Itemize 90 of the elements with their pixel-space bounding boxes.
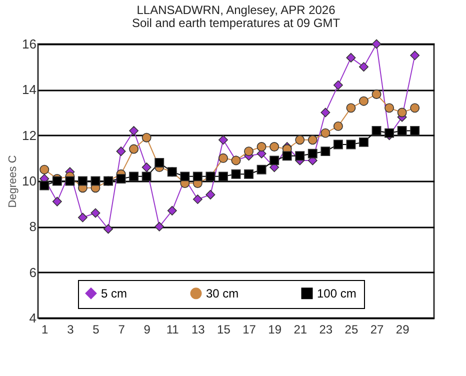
point xyxy=(154,158,164,168)
point xyxy=(129,172,139,182)
y-tick-label: 4 xyxy=(29,310,36,326)
x-tick-label: 7 xyxy=(118,322,126,336)
point xyxy=(65,176,75,186)
point xyxy=(410,126,420,136)
x-tick-label: 15 xyxy=(217,322,231,336)
point xyxy=(40,164,50,174)
point xyxy=(78,176,88,186)
legend-label: 5 cm xyxy=(101,286,128,300)
point xyxy=(410,50,420,60)
point xyxy=(116,146,126,156)
point xyxy=(90,208,100,218)
x-tick-label: 23 xyxy=(319,322,333,336)
point xyxy=(372,126,382,136)
point xyxy=(90,176,100,186)
point xyxy=(270,142,280,152)
point xyxy=(104,224,113,234)
point xyxy=(52,196,62,206)
point xyxy=(333,140,343,150)
x-tick-label: 29 xyxy=(396,322,410,336)
x-tick-label: 1 xyxy=(42,322,49,336)
point xyxy=(192,194,202,204)
point xyxy=(129,126,139,136)
point xyxy=(206,190,216,200)
point xyxy=(154,222,164,232)
chart-subtitle: Soil and earth temperatures at 09 GMT xyxy=(132,16,341,30)
x-tick-label: 11 xyxy=(166,322,180,336)
point xyxy=(129,144,139,154)
x-tick-label: 17 xyxy=(242,322,256,336)
point xyxy=(359,62,368,72)
point xyxy=(308,148,318,158)
point xyxy=(397,108,407,118)
point xyxy=(142,132,152,142)
point xyxy=(346,103,356,113)
point xyxy=(397,126,407,136)
point xyxy=(346,140,356,150)
point xyxy=(320,108,330,118)
y-tick-label: 8 xyxy=(29,219,36,234)
x-tick-label: 3 xyxy=(67,322,74,336)
x-tick-label: 19 xyxy=(268,322,282,336)
point xyxy=(384,103,394,113)
y-tick-label: 14 xyxy=(22,82,36,98)
point xyxy=(256,164,266,174)
point xyxy=(333,121,343,131)
x-tick-label: 25 xyxy=(344,322,358,336)
legend-label: 30 cm xyxy=(206,286,239,300)
x-tick-label: 21 xyxy=(294,322,308,336)
point xyxy=(40,180,50,190)
point xyxy=(346,52,356,62)
point xyxy=(218,153,228,163)
point xyxy=(359,96,368,106)
point xyxy=(116,174,126,184)
y-tick-label: 16 xyxy=(22,36,36,52)
x-tick-label: 5 xyxy=(92,322,100,336)
point xyxy=(320,128,330,138)
point xyxy=(218,172,228,182)
point xyxy=(320,146,330,156)
chart-title: LLANSADWRN, Anglesey, APR 2026 xyxy=(136,3,336,17)
y-tick-label: 10 xyxy=(22,174,36,188)
point xyxy=(384,128,394,138)
point xyxy=(333,80,343,90)
x-tick-label: 13 xyxy=(192,322,206,336)
x-tick-label: 27 xyxy=(370,322,384,336)
y-tick-label: 6 xyxy=(29,264,36,280)
x-tick-label: 9 xyxy=(144,322,151,336)
point xyxy=(282,151,292,161)
point xyxy=(295,151,305,161)
point xyxy=(295,135,305,145)
legend-label: 100 cm xyxy=(317,286,356,300)
point xyxy=(372,90,382,99)
point xyxy=(256,142,266,152)
point xyxy=(180,172,190,182)
y-axis-title: Degrees C xyxy=(7,155,20,208)
point xyxy=(142,162,152,172)
point xyxy=(231,169,241,179)
point xyxy=(52,176,62,186)
point xyxy=(142,172,152,182)
point xyxy=(244,169,254,179)
point xyxy=(270,156,280,166)
point xyxy=(192,172,202,182)
point xyxy=(359,137,368,147)
y-tick-label: 12 xyxy=(22,128,36,143)
point xyxy=(78,212,88,222)
point xyxy=(372,39,382,49)
point xyxy=(167,206,177,216)
point xyxy=(308,135,318,145)
point xyxy=(218,135,228,145)
point xyxy=(410,103,420,113)
point xyxy=(244,146,254,156)
